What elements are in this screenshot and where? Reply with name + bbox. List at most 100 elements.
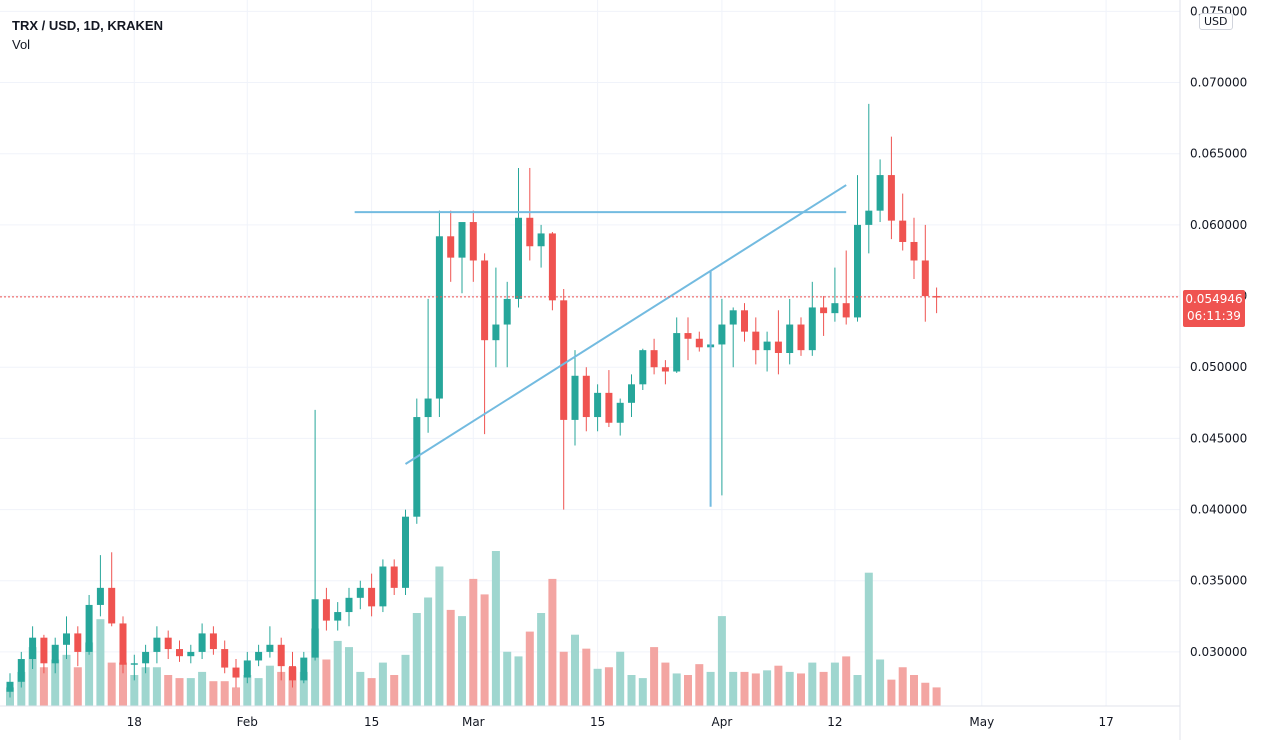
volume-bar <box>650 647 659 706</box>
symbol-title[interactable]: TRX / USD, 1D, KRAKEN <box>12 18 163 33</box>
candle-body <box>311 599 319 658</box>
candle-body <box>616 402 624 423</box>
volume-bar <box>198 671 207 706</box>
volume-bar <box>96 619 105 706</box>
candle-body <box>413 417 421 517</box>
candle-body <box>232 667 240 678</box>
volume-bar <box>51 659 60 706</box>
volume-bar <box>491 551 500 706</box>
volume-bar <box>559 651 568 706</box>
candle-body <box>187 651 195 657</box>
candle-body <box>277 644 285 667</box>
volume-bar <box>480 594 489 706</box>
time-tick-label: 18 <box>127 715 142 729</box>
candle-body <box>85 604 93 652</box>
volume-bar <box>232 687 240 706</box>
volume-bar <box>243 675 252 706</box>
time-tick-label: Feb <box>237 715 258 729</box>
candle-body <box>820 307 828 314</box>
volume-bar <box>141 667 150 706</box>
candle-body <box>469 222 477 261</box>
candle-body <box>368 587 376 607</box>
candle-body <box>854 224 861 318</box>
volume-bar <box>604 667 613 706</box>
candle-body <box>96 587 104 605</box>
volume-bar <box>107 662 116 706</box>
candle-body <box>605 392 613 423</box>
candle-body <box>571 375 579 420</box>
candle-body <box>650 350 658 368</box>
time-tick-label: 15 <box>590 715 605 729</box>
time-tick-label: May <box>969 715 994 729</box>
volume-bar <box>265 665 274 706</box>
currency-button[interactable]: USD <box>1199 13 1233 30</box>
candle-body <box>142 651 150 664</box>
candle-body <box>390 566 398 588</box>
chart-legend: TRX / USD, 1D, KRAKEN Vol <box>12 18 163 52</box>
volume-bar <box>830 662 839 706</box>
volume-bar <box>209 681 218 706</box>
candle-body <box>108 587 116 624</box>
candle-body <box>548 233 556 301</box>
volume-bar <box>164 675 173 706</box>
time-tick-label: 17 <box>1098 715 1113 729</box>
candle-body <box>481 260 489 341</box>
volume-bar <box>887 679 896 706</box>
candle-body <box>289 666 296 681</box>
candle-body <box>40 637 48 664</box>
volume-bar <box>864 572 873 706</box>
candle-body <box>153 637 161 652</box>
candle-body <box>243 660 251 678</box>
volume-bar <box>390 675 399 706</box>
candle-body <box>560 300 568 420</box>
volume-bar <box>672 673 681 706</box>
price-axis[interactable]: 0.030000 0.035000 0.040000 0.045000 0.050000… <box>1179 0 1247 740</box>
price-tick-label: 0.035000 <box>1190 574 1247 588</box>
volume-bar <box>322 659 331 706</box>
candle-body <box>865 210 873 225</box>
candle-body <box>17 659 25 682</box>
price-tick-label: 0.030000 <box>1190 645 1247 659</box>
candle-body <box>119 623 127 665</box>
price-tick-label: 0.045000 <box>1190 431 1247 445</box>
volume-bar <box>525 631 534 706</box>
volume-bar <box>898 667 907 706</box>
candle-body <box>831 303 839 314</box>
time-tick-label: Mar <box>462 715 485 729</box>
volume-bar <box>333 640 342 706</box>
volume-bar <box>876 659 885 706</box>
volume-label[interactable]: Vol <box>12 37 31 52</box>
volume-bar <box>277 671 286 706</box>
volume-bar <box>932 687 941 706</box>
candle-body <box>130 663 138 665</box>
candle-body <box>887 175 895 221</box>
volume-bar <box>435 566 444 706</box>
candle-body <box>447 236 455 258</box>
volume-bar <box>582 648 591 706</box>
volume-bar <box>345 647 353 706</box>
volume-bar <box>842 656 851 706</box>
volume-bar <box>85 642 94 706</box>
candle-body <box>402 516 409 588</box>
candle-body <box>6 681 14 692</box>
candle-body <box>435 236 443 399</box>
volume-bar <box>819 671 828 706</box>
support-trendline <box>404 184 847 465</box>
time-axis[interactable]: 18 Feb 15 Mar 15 Apr 12 May 17 <box>0 705 1180 729</box>
candle-body <box>921 260 929 297</box>
volume-bar <box>751 673 760 706</box>
candle-body <box>255 651 263 661</box>
volume-bar <box>853 675 862 706</box>
candle-body <box>379 566 387 607</box>
candle-body <box>763 341 771 351</box>
volume-bar <box>571 634 579 706</box>
volume-bar <box>616 651 625 706</box>
candle-body <box>356 587 364 598</box>
volume-bar <box>548 578 557 706</box>
candle-body <box>74 633 82 652</box>
volume-bar <box>62 654 71 706</box>
candle-body <box>842 303 850 318</box>
candle-body <box>808 307 816 351</box>
candle-body <box>503 298 511 325</box>
